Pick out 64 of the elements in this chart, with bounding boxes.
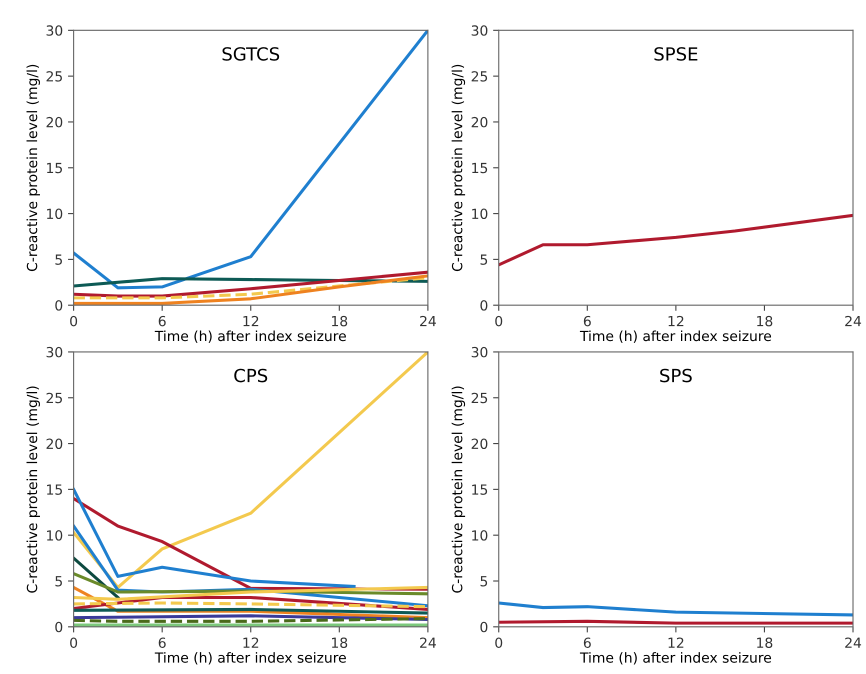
text: SGTCS xyxy=(222,47,280,61)
x-tick-label: 0 xyxy=(70,316,78,326)
x-tick-label: 6 xyxy=(158,316,166,326)
y-tick-label: 20 xyxy=(472,438,488,450)
y-tick-label: 25 xyxy=(46,392,62,404)
x-tick-label: 24 xyxy=(420,637,436,648)
x-axis-title: Time (h) after index seizure xyxy=(154,652,346,664)
y-tick-label: 30 xyxy=(472,346,488,358)
y-axis-title: C-reactive protein level (mg/l) xyxy=(452,64,466,272)
y-tick-label: 5 xyxy=(55,254,62,265)
y-tick-label: 15 xyxy=(472,162,488,174)
x-tick-label: 0 xyxy=(70,637,78,648)
y-tick-label: 0 xyxy=(55,622,62,632)
y-tick-label: 10 xyxy=(472,530,488,541)
y-tick-label: 25 xyxy=(46,71,62,82)
y-axis-title: C-reactive protein level (mg/l) xyxy=(26,386,40,593)
y-tick-label: 15 xyxy=(47,484,62,495)
x-tick-label: 6 xyxy=(584,637,591,648)
y-tick-label: 20 xyxy=(46,116,62,128)
y-tick-label: 15 xyxy=(47,162,62,174)
y-tick-label: 5 xyxy=(480,576,488,586)
x-axis-title: Time (h) after index seizure xyxy=(154,330,346,343)
x-tick-label: 12 xyxy=(243,316,258,326)
x-tick-label: 6 xyxy=(584,316,591,326)
y-tick-label: 10 xyxy=(47,530,62,541)
x-tick-label: 12 xyxy=(668,637,684,648)
x-tick-label: 18 xyxy=(332,637,348,648)
y-tick-label: 25 xyxy=(472,71,488,82)
y-tick-label: 0 xyxy=(480,622,488,632)
y-tick-label: 30 xyxy=(46,346,62,358)
y-tick-label: 30 xyxy=(472,25,488,36)
y-tick-label: 20 xyxy=(472,116,488,128)
y-tick-label: 0 xyxy=(55,300,62,311)
x-tick-label: 0 xyxy=(495,316,502,326)
y-tick-label: 20 xyxy=(46,438,62,450)
text: SPS xyxy=(660,368,692,382)
x-axis-title: Time (h) after index seizure xyxy=(580,330,772,343)
y-tick-label: 5 xyxy=(480,254,488,265)
y-tick-label: 25 xyxy=(472,392,488,404)
y-tick-label: 10 xyxy=(47,208,62,220)
y-tick-label: 5 xyxy=(55,576,62,586)
line-series xyxy=(74,488,356,588)
y-axis-title: C-reactive protein level (mg/l) xyxy=(26,64,40,272)
x-tick-label: 24 xyxy=(845,316,862,326)
line-series xyxy=(74,270,428,298)
x-axis-title: Time (h) after index seizure xyxy=(580,652,772,664)
text: CPS xyxy=(234,368,268,382)
x-tick-label: 24 xyxy=(845,637,862,648)
line-series xyxy=(498,601,854,616)
y-axis-title: C-reactive protein level (mg/l) xyxy=(452,386,466,593)
y-tick-label: 30 xyxy=(46,25,62,36)
x-tick-label: 24 xyxy=(420,316,436,326)
x-tick-label: 0 xyxy=(495,637,502,648)
x-tick-label: 18 xyxy=(757,316,772,326)
y-tick-label: 15 xyxy=(472,484,488,495)
x-tick-label: 18 xyxy=(757,637,772,648)
y-tick-label: 0 xyxy=(480,300,488,311)
x-tick-label: 18 xyxy=(332,316,348,326)
x-tick-label: 12 xyxy=(243,637,258,648)
text: SPSE xyxy=(654,47,698,61)
x-tick-label: 12 xyxy=(668,316,684,326)
y-tick-label: 10 xyxy=(472,208,488,220)
line-series xyxy=(498,214,854,266)
x-tick-label: 6 xyxy=(158,637,166,648)
